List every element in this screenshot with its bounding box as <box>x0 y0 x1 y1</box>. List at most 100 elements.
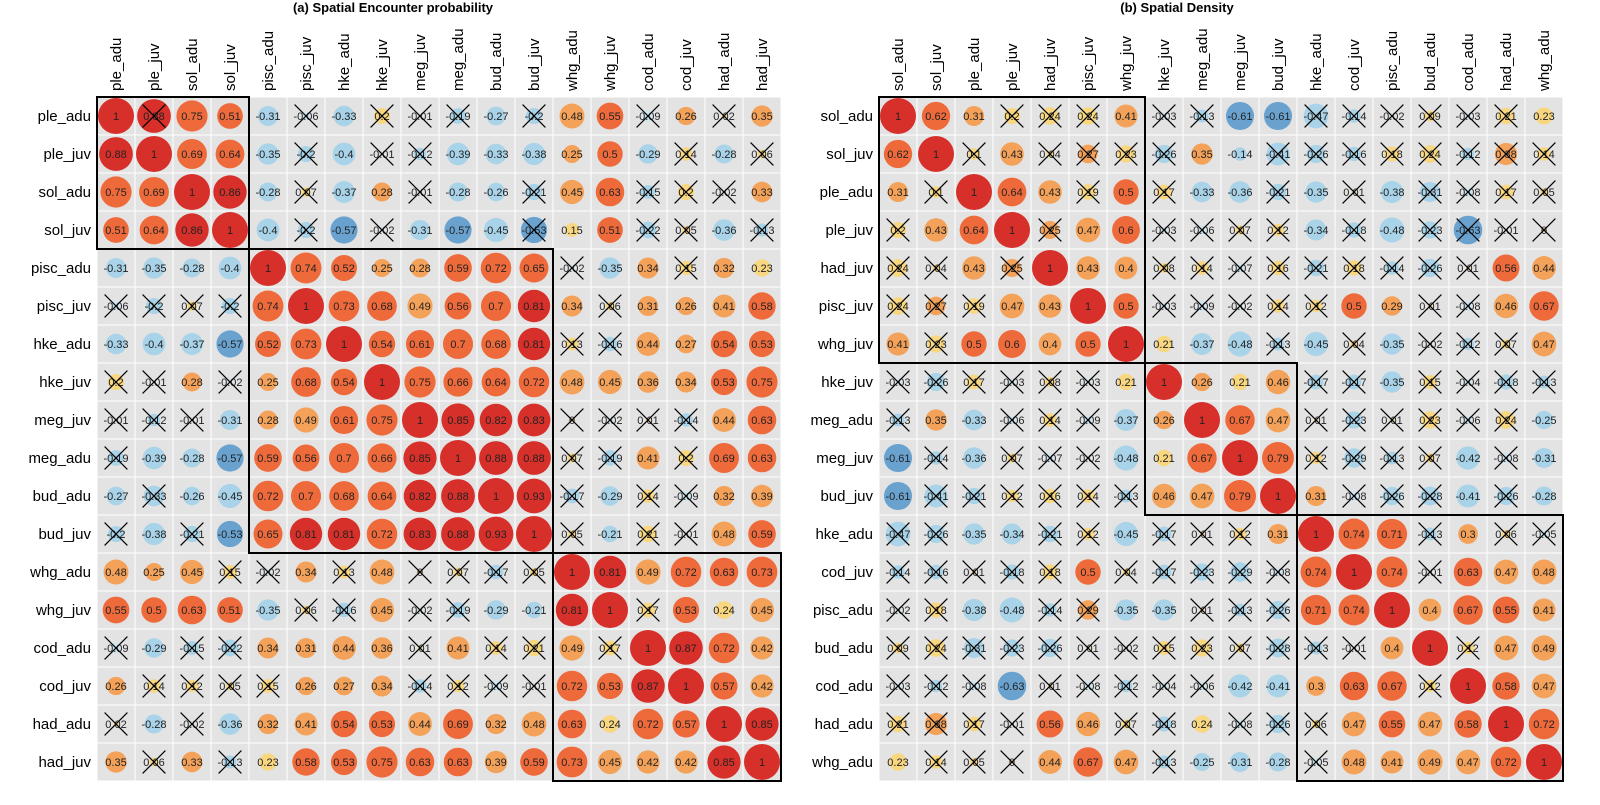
correlation-circle <box>522 142 546 166</box>
cell-2-4: 0.43 <box>1030 172 1070 212</box>
cell-9-3: -0.57 <box>210 438 250 478</box>
cell-17-15: 0.42 <box>666 742 706 782</box>
cell-2-14: -0.31 <box>1410 172 1450 212</box>
correlation-circle <box>1492 596 1520 624</box>
correlation-value: 0.25 <box>1039 225 1060 237</box>
cell-1-10: -0.33 <box>476 134 516 174</box>
correlation-value: 0.32 <box>485 719 506 731</box>
correlation-value: -0.09 <box>103 643 128 655</box>
cell-17-5: 0.67 <box>1068 742 1108 782</box>
correlation-value: 0.15 <box>219 567 240 579</box>
correlation-value: 0.36 <box>371 643 392 655</box>
correlation-circle <box>105 257 127 279</box>
cell-10-15: -0.41 <box>1448 476 1488 516</box>
cell-2-2: 1 <box>172 172 212 212</box>
column-label-had-juv: had_juv <box>1042 38 1059 91</box>
correlation-circle <box>1114 256 1138 280</box>
correlation-circle <box>712 294 736 318</box>
correlation-circle <box>448 182 468 202</box>
cell-11-15: -0.01 <box>666 514 706 554</box>
correlation-circle <box>179 559 205 585</box>
cell-9-6: -0.48 <box>1106 438 1146 478</box>
cell-8-16: 0.44 <box>704 400 744 440</box>
correlation-value: 0.59 <box>447 263 468 275</box>
correlation-value: 0.17 <box>963 719 984 731</box>
cell-0-3: 0.51 <box>210 96 250 136</box>
correlation-value: 0.43 <box>925 225 946 237</box>
correlation-value: -0.31 <box>407 225 432 237</box>
cell-3-10: 0.12 <box>1258 210 1298 250</box>
correlation-value: 0.47 <box>1267 415 1288 427</box>
correlation-value: 0.27 <box>333 681 354 693</box>
correlation-value: 0.63 <box>409 757 430 769</box>
correlation-value: -0.09 <box>635 111 660 123</box>
correlation-circle <box>1193 715 1211 733</box>
correlation-circle <box>182 448 202 468</box>
correlation-circle <box>405 747 435 777</box>
correlation-circle <box>1377 671 1407 701</box>
correlation-value: 0.62 <box>925 111 946 123</box>
correlation-circle <box>994 212 1030 248</box>
cell-2-7: 0.17 <box>1144 172 1184 212</box>
correlation-value: -0.02 <box>1379 111 1404 123</box>
cell-3-5: 0.47 <box>1068 210 1108 250</box>
correlation-circle <box>1113 293 1139 319</box>
correlation-value: 0.12 <box>1419 681 1440 693</box>
cell-1-9: -0.14 <box>1220 134 1260 174</box>
cell-15-1: -0.12 <box>916 666 956 706</box>
correlation-value: -0.16 <box>1341 149 1366 161</box>
cell-9-9: 1 <box>438 438 478 478</box>
correlation-value: 0.07 <box>1495 339 1516 351</box>
cell-13-14: 0.4 <box>1410 590 1450 630</box>
correlation-value: 0.44 <box>1533 263 1554 275</box>
row-label-had-adu: had_adu <box>33 716 91 733</box>
correlation-circle <box>599 257 621 279</box>
correlation-value: -0.02 <box>711 187 736 199</box>
correlation-circle <box>99 137 133 171</box>
correlation-value: 0.28 <box>181 377 202 389</box>
correlation-value: 0.07 <box>295 187 316 199</box>
correlation-circle <box>479 441 513 475</box>
correlation-circle <box>257 143 279 165</box>
cell-12-17: 0.73 <box>742 552 782 592</box>
correlation-circle <box>516 516 552 552</box>
correlation-value: 0.26 <box>295 681 316 693</box>
cell-13-17: 0.41 <box>1524 590 1564 630</box>
correlation-circle <box>1189 483 1215 509</box>
cell-9-8: 0.85 <box>400 438 440 478</box>
cell-13-5: 0.06 <box>286 590 326 630</box>
correlation-value: -0.08 <box>1455 301 1480 313</box>
correlation-circle <box>175 213 209 247</box>
correlation-value: 1 <box>895 111 901 123</box>
correlation-circle <box>480 252 512 284</box>
correlation-circle <box>1262 442 1294 474</box>
cell-12-4: -0.02 <box>248 552 288 592</box>
correlation-value: -0.12 <box>1455 149 1480 161</box>
cell-16-9: 0.69 <box>438 704 478 744</box>
correlation-value: -0.28 <box>1531 491 1556 503</box>
cell-1-15: -0.12 <box>1448 134 1488 174</box>
correlation-circle <box>403 479 437 513</box>
row-label-ple-juv: ple_juv <box>43 146 91 163</box>
correlation-value: 0.45 <box>599 377 620 389</box>
correlation-value: 0.7 <box>298 491 313 503</box>
cell-13-12: 0.74 <box>1334 590 1374 630</box>
cell-7-15: -0.04 <box>1448 362 1488 402</box>
correlation-value: 0.34 <box>637 263 658 275</box>
correlation-value: 0.69 <box>447 719 468 731</box>
correlation-circle <box>559 179 585 205</box>
correlation-value: 0.86 <box>181 225 202 237</box>
cell-11-14: -0.13 <box>1410 514 1450 554</box>
correlation-value: 1 <box>227 225 233 237</box>
correlation-value: 0.15 <box>675 263 696 275</box>
correlation-circle <box>176 100 208 132</box>
column-label-meg-adu: meg_adu <box>1194 28 1211 91</box>
correlation-value: 0.35 <box>751 111 772 123</box>
correlation-value: -0.41 <box>1455 491 1480 503</box>
correlation-value: -0.31 <box>1417 187 1442 199</box>
correlation-value: 0.39 <box>485 757 506 769</box>
cell-8-7: 0.26 <box>1144 400 1184 440</box>
correlation-value: -0.14 <box>407 681 432 693</box>
correlation-value: -0.26 <box>923 529 948 541</box>
correlation-circle <box>1146 364 1182 400</box>
